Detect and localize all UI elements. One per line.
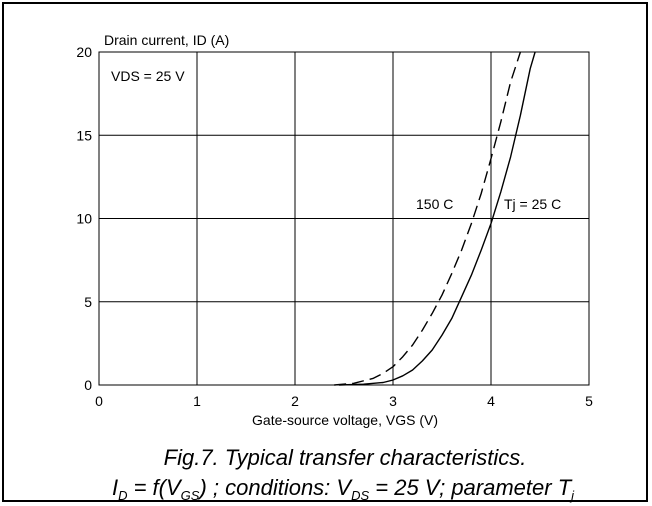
y-tick-label: 5 bbox=[84, 294, 92, 310]
caption-id-sub: D bbox=[118, 488, 127, 503]
vds-annotation: VDS = 25 V bbox=[111, 68, 185, 84]
x-tick-label: 2 bbox=[291, 393, 299, 409]
caption-param: = 25 V; parameter bbox=[369, 475, 558, 500]
tick-labels: 0 1 2 3 4 5 0 5 10 15 20 bbox=[76, 44, 593, 409]
x-tick-label: 0 bbox=[95, 393, 103, 409]
grid bbox=[98, 51, 590, 386]
curves bbox=[334, 51, 536, 386]
series-label-25c: Tj = 25 C bbox=[504, 196, 561, 212]
caption-v: V bbox=[166, 475, 183, 500]
caption-f: = f( bbox=[127, 475, 168, 500]
y-tick-label: 10 bbox=[76, 211, 92, 227]
x-axis-label: Gate-source voltage, VGS (V) bbox=[252, 412, 438, 428]
x-tick-label: 1 bbox=[193, 393, 201, 409]
caption-cond: ) ; conditions: bbox=[196, 475, 336, 500]
caption-line-2: ID = f(VGS) ; conditions: VDS = 25 V; pa… bbox=[112, 475, 575, 503]
caption-vgs-sub: GS bbox=[181, 488, 200, 503]
curve-25c bbox=[339, 51, 536, 386]
x-tick-label: 3 bbox=[389, 393, 397, 409]
caption-vds: V bbox=[336, 475, 353, 500]
series-label-150c: 150 C bbox=[416, 196, 453, 212]
y-axis-label: Drain current, ID (A) bbox=[104, 32, 229, 48]
caption-vds-sub: DS bbox=[351, 488, 369, 503]
y-tick-label: 15 bbox=[76, 127, 92, 143]
x-tick-label: 5 bbox=[585, 393, 593, 409]
y-tick-label: 0 bbox=[84, 377, 92, 393]
caption-line-1: Fig.7. Typical transfer characteristics. bbox=[164, 445, 527, 470]
caption-id: I bbox=[112, 475, 118, 500]
x-tick-label: 4 bbox=[487, 393, 495, 409]
y-tick-label: 20 bbox=[76, 44, 92, 60]
caption-tj-sub: j bbox=[569, 488, 575, 503]
caption-t: T bbox=[558, 475, 573, 500]
